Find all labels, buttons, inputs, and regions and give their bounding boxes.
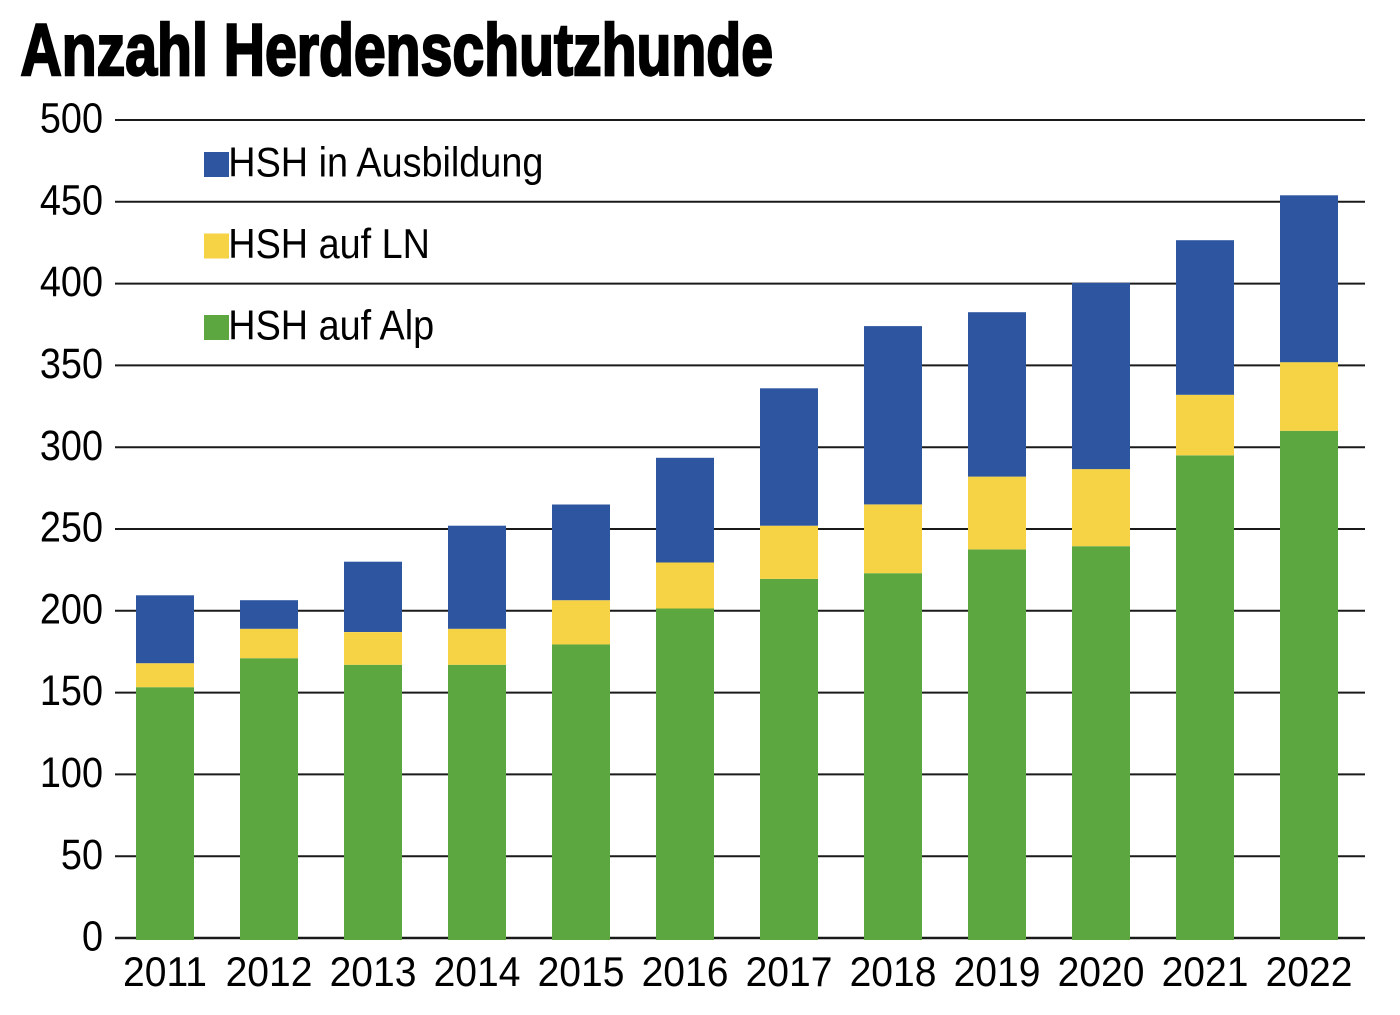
svg-text:500: 500 [40, 93, 103, 142]
svg-text:200: 200 [40, 584, 103, 633]
svg-text:150: 150 [40, 666, 103, 715]
svg-text:50: 50 [61, 830, 103, 879]
svg-text:2018: 2018 [850, 948, 937, 996]
svg-text:2011: 2011 [123, 948, 207, 996]
svg-text:HSH auf Alp: HSH auf Alp [228, 303, 434, 349]
svg-text:300: 300 [40, 421, 103, 470]
svg-text:350: 350 [40, 339, 103, 388]
svg-text:400: 400 [40, 257, 103, 306]
svg-text:2020: 2020 [1058, 948, 1145, 996]
svg-text:0: 0 [82, 911, 103, 960]
svg-text:Anzahl Herdenschutzhunde: Anzahl Herdenschutzhunde [21, 9, 773, 90]
svg-text:2021: 2021 [1162, 948, 1249, 996]
svg-text:100: 100 [40, 748, 103, 797]
svg-text:2013: 2013 [330, 948, 417, 996]
svg-text:2017: 2017 [746, 948, 833, 996]
svg-text:2016: 2016 [642, 948, 729, 996]
svg-text:HSH auf LN: HSH auf LN [228, 221, 430, 267]
svg-text:2022: 2022 [1266, 948, 1353, 996]
svg-text:2019: 2019 [954, 948, 1041, 996]
svg-text:2012: 2012 [226, 948, 313, 996]
svg-text:2015: 2015 [538, 948, 625, 996]
svg-text:250: 250 [40, 502, 103, 551]
svg-text:HSH in Ausbildung: HSH in Ausbildung [228, 140, 543, 186]
svg-text:450: 450 [40, 175, 103, 224]
svg-text:2014: 2014 [434, 948, 521, 996]
